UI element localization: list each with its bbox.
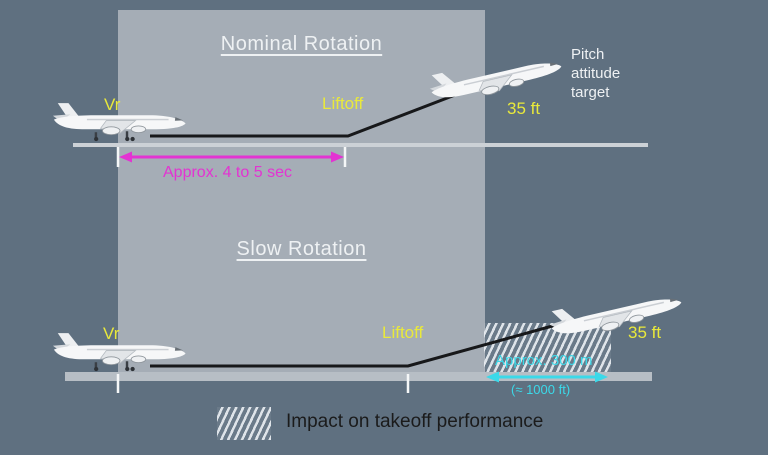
liftoff-label-nominal: Liftoff bbox=[322, 94, 364, 113]
screen-height-label-nominal: 35 ft bbox=[507, 99, 541, 118]
pitch-attitude-target-note: Pitch attitude target bbox=[571, 46, 621, 101]
center-highlight-panel bbox=[118, 10, 485, 380]
liftoff-label-slow: Liftoff bbox=[382, 323, 424, 342]
airplane-climbing-slow-icon bbox=[546, 281, 685, 344]
slow-rotation-title: Slow Rotation bbox=[236, 238, 367, 260]
extra-distance-label: Approx. 300 m bbox=[495, 352, 593, 369]
nominal-rotation-title: Nominal Rotation bbox=[220, 33, 383, 55]
extra-distance-alt-label: (≈ 1000 ft) bbox=[511, 382, 571, 397]
ground-line-slow bbox=[65, 372, 652, 381]
rotation-duration-label: Approx. 4 to 5 sec bbox=[163, 164, 292, 181]
screen-height-label-slow: 35 ft bbox=[628, 323, 662, 342]
impact-legend-label: Impact on takeoff performance bbox=[286, 411, 544, 432]
impact-hatch-legend-swatch bbox=[217, 407, 271, 440]
vr-label-slow: Vr bbox=[103, 324, 120, 343]
vr-label-nominal: Vr bbox=[104, 95, 121, 114]
ground-line-nominal bbox=[73, 143, 648, 147]
